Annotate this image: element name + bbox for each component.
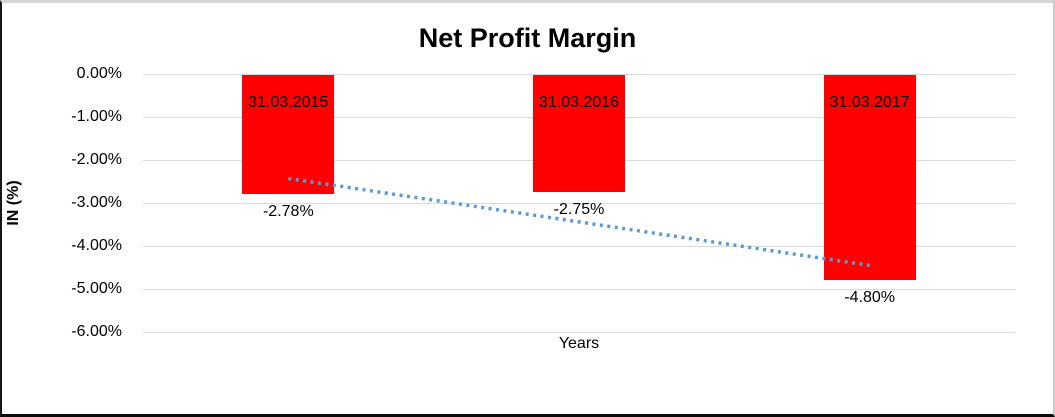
y-tick-label: -6.00% — [71, 323, 122, 340]
trendline — [288, 176, 870, 268]
category-label: 31.03.2015 — [248, 94, 329, 111]
category-label: 31.03.2016 — [538, 94, 620, 111]
gridline — [143, 246, 1015, 247]
y-tick-label: -1.00% — [71, 108, 122, 125]
gridline — [143, 203, 1015, 204]
y-tick-label: -4.00% — [71, 237, 122, 254]
y-tick-label: -2.00% — [71, 151, 122, 168]
category-label: 31.03.2017 — [829, 94, 910, 111]
gridline — [143, 74, 1015, 75]
bar — [533, 75, 625, 193]
chart-title: Net Profit Margin — [418, 23, 637, 53]
x-axis-title: Years — [558, 335, 600, 352]
y-tick-label: -5.00% — [71, 280, 122, 297]
bar — [823, 75, 916, 281]
gridline — [143, 289, 1015, 290]
value-label: -2.78% — [262, 202, 314, 220]
y-tick-label: -3.00% — [71, 194, 122, 211]
y-tick-label: 0.00% — [76, 65, 122, 82]
gridline — [143, 332, 1015, 333]
value-label: -4.80% — [844, 289, 895, 307]
bar — [242, 75, 335, 194]
value-label: -2.75% — [553, 201, 605, 219]
